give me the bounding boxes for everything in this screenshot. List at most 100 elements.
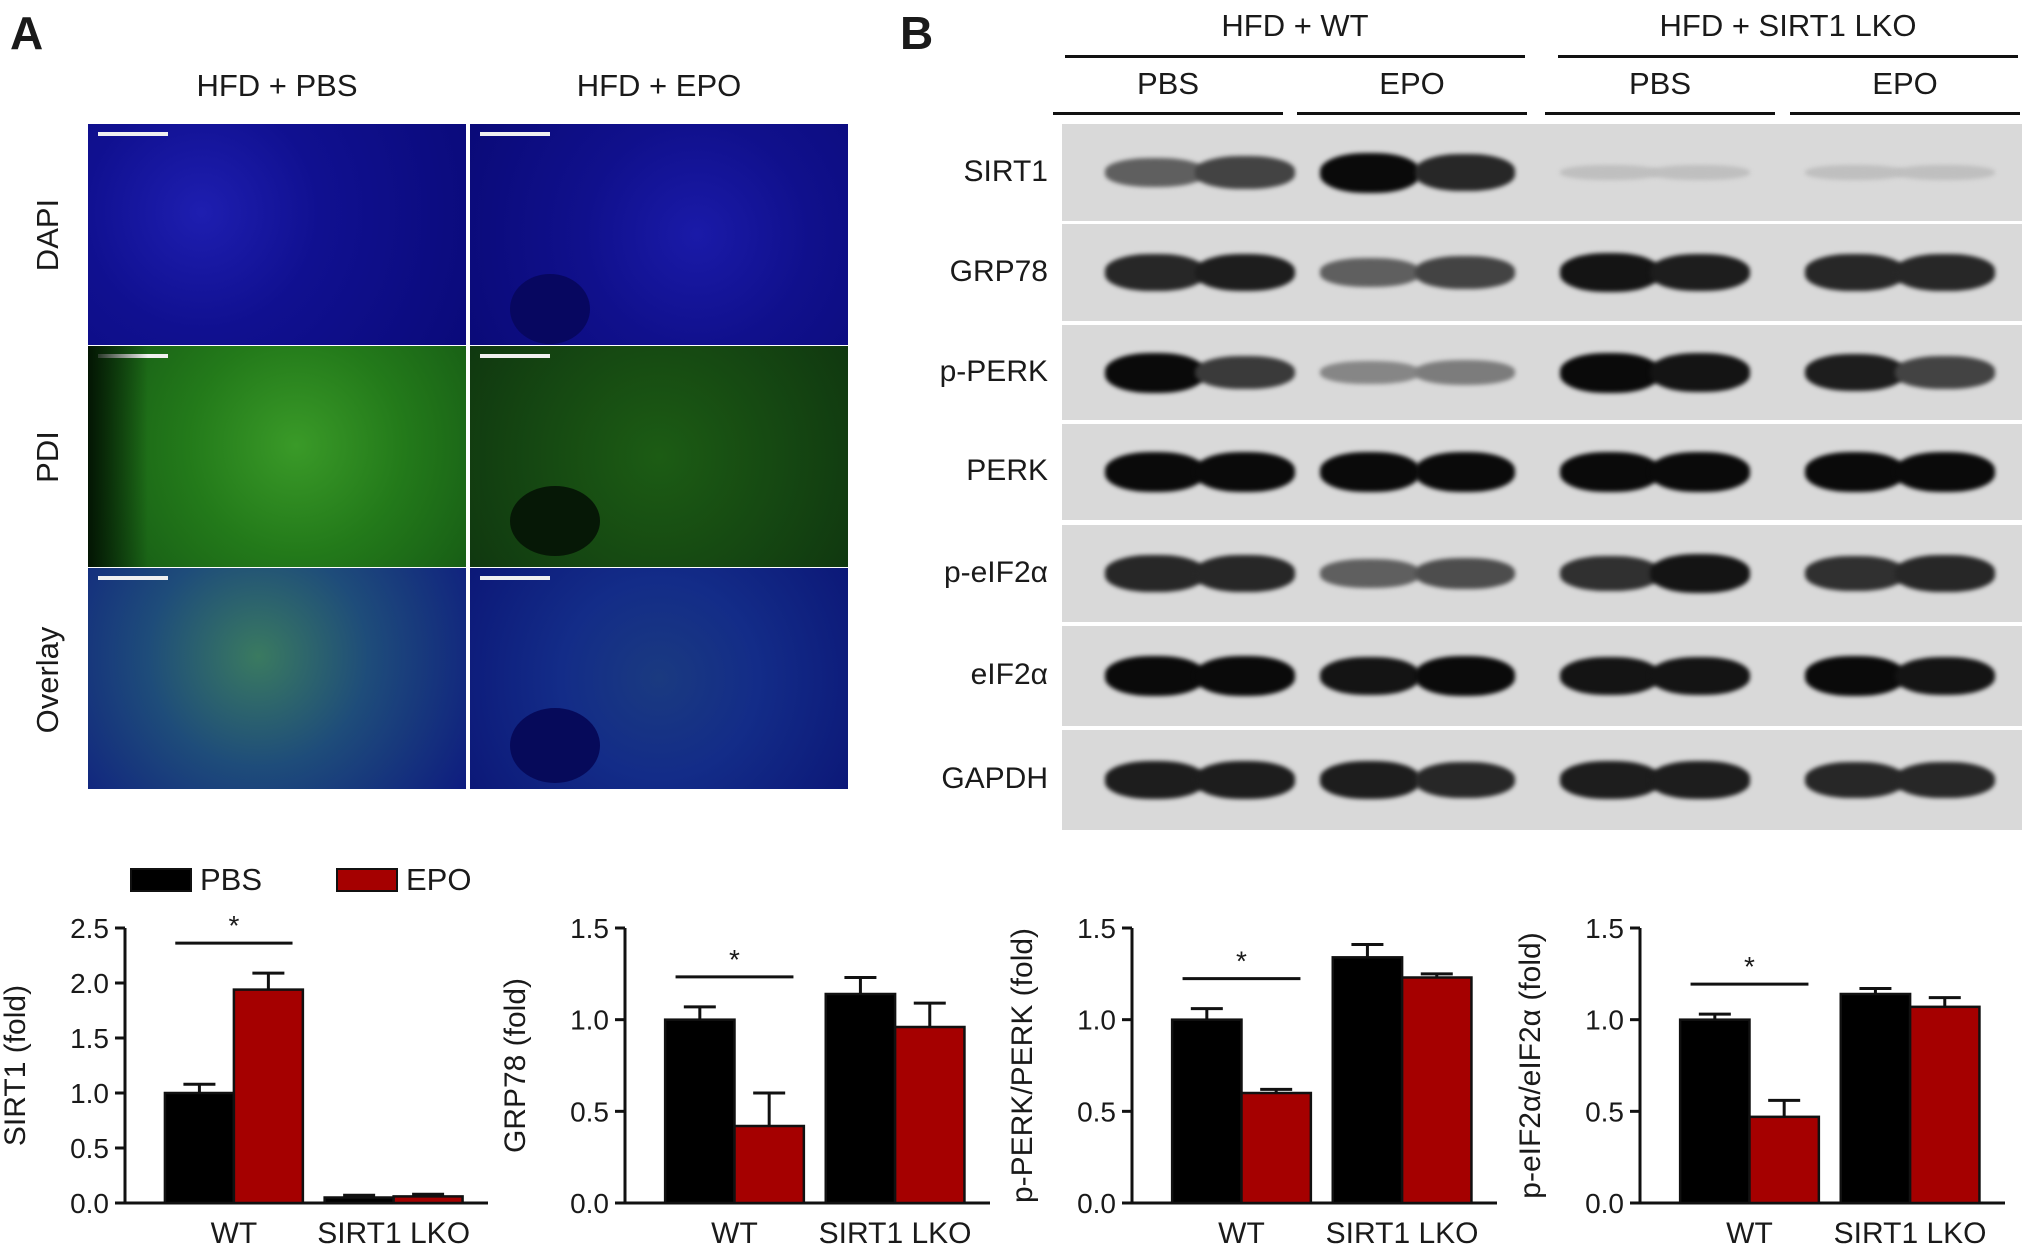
bar bbox=[663, 1018, 736, 1205]
bar bbox=[1240, 1091, 1313, 1205]
blot-band bbox=[1195, 656, 1295, 696]
dark-region bbox=[88, 346, 148, 567]
blot-band bbox=[1195, 355, 1295, 390]
subgroup-line-lko-pbs bbox=[1545, 112, 1775, 115]
blot-label: SIRT1 bbox=[963, 154, 1048, 188]
micrograph-pdi-epo bbox=[470, 346, 848, 567]
blot-band bbox=[1805, 254, 1905, 291]
blot-band bbox=[1415, 761, 1515, 799]
blot-label: p-eIF2α bbox=[943, 555, 1048, 589]
y-tick-label: 2.0 bbox=[70, 968, 109, 999]
blot-label: GAPDH bbox=[941, 762, 1048, 795]
blot-strip bbox=[1062, 626, 2022, 726]
group-label-lko: HFD + SIRT1 LKO bbox=[1659, 8, 1917, 43]
blot-band bbox=[1805, 556, 1905, 591]
blot-band bbox=[1320, 452, 1420, 492]
blot-band bbox=[1320, 152, 1420, 193]
row-label-overlay: Overlay bbox=[30, 626, 65, 734]
blot-band bbox=[1560, 452, 1660, 492]
blot-band bbox=[1105, 254, 1205, 291]
y-tick-label: 1.5 bbox=[70, 1023, 109, 1054]
blot-band bbox=[1320, 258, 1420, 287]
y-tick-label: 0.5 bbox=[570, 1096, 609, 1127]
y-tick-label: 1.0 bbox=[570, 1005, 609, 1036]
y-axis-label: p-eIF2α/eIF2α (fold) bbox=[1514, 932, 1547, 1198]
blot-band bbox=[1560, 164, 1660, 181]
y-tick-label: 1.0 bbox=[1585, 1005, 1624, 1036]
bar bbox=[1839, 992, 1912, 1205]
blot-band bbox=[1560, 656, 1660, 696]
blot-band bbox=[1805, 164, 1905, 181]
legend-swatch-pbs bbox=[130, 868, 192, 892]
blot-strip bbox=[1062, 325, 2022, 420]
row-label-dapi: DAPI bbox=[30, 198, 65, 272]
blot-band bbox=[1895, 555, 1995, 592]
y-tick-label: 0.5 bbox=[1077, 1096, 1116, 1127]
vessel-shadow bbox=[510, 274, 590, 344]
blot-band bbox=[1105, 761, 1205, 799]
blot-band bbox=[1650, 656, 1750, 696]
bar bbox=[323, 1196, 395, 1205]
bar bbox=[1748, 1115, 1821, 1205]
group-line-lko bbox=[1558, 55, 2018, 58]
blot-label: GRP78 bbox=[949, 254, 1048, 288]
blot-band bbox=[1415, 452, 1515, 492]
vessel-shadow bbox=[510, 486, 600, 556]
micrograph-overlay-pbs bbox=[88, 568, 466, 789]
y-tick-label: 0.5 bbox=[70, 1133, 109, 1164]
blot-band bbox=[1415, 558, 1515, 589]
blot-strip bbox=[1062, 224, 2022, 321]
legend-label-pbs: PBS bbox=[200, 862, 263, 897]
y-tick-label: 1.5 bbox=[1077, 913, 1116, 944]
column-header-pbs: HFD + PBS bbox=[196, 68, 358, 103]
scale-bar bbox=[98, 132, 168, 136]
significance-marker: * bbox=[729, 944, 740, 975]
blot-band bbox=[1105, 452, 1205, 492]
blot-band bbox=[1560, 556, 1660, 591]
blot-band bbox=[1195, 156, 1295, 189]
blot-band bbox=[1805, 353, 1905, 392]
y-tick-label: 0.0 bbox=[70, 1188, 109, 1219]
blot-band bbox=[1320, 360, 1420, 385]
y-tick-label: 2.5 bbox=[70, 913, 109, 944]
subgroup-label-wt-epo: EPO bbox=[1379, 66, 1445, 101]
blot-band bbox=[1105, 158, 1205, 187]
blot-band bbox=[1895, 656, 1995, 696]
blot-band bbox=[1805, 761, 1905, 799]
group-label-wt: HFD + WT bbox=[1221, 8, 1369, 43]
column-header-epo: HFD + EPO bbox=[576, 68, 742, 103]
legend-label-epo: EPO bbox=[406, 862, 472, 897]
blot-band bbox=[1895, 254, 1995, 291]
panel-a-letter: A bbox=[10, 7, 44, 59]
bar bbox=[733, 1124, 806, 1205]
blot-band bbox=[1650, 452, 1750, 492]
bar bbox=[1908, 1005, 1981, 1205]
blot-band bbox=[1320, 761, 1420, 799]
blot-band bbox=[1415, 360, 1515, 385]
x-tick-label: SIRT1 LKO bbox=[317, 1217, 470, 1250]
y-tick-label: 0.5 bbox=[1585, 1096, 1624, 1127]
subgroup-label-lko-epo: EPO bbox=[1872, 66, 1938, 101]
scale-bar bbox=[480, 354, 550, 358]
y-tick-label: 1.5 bbox=[570, 913, 609, 944]
blot-label: eIF2α bbox=[970, 658, 1048, 691]
x-tick-label: WT bbox=[1726, 1217, 1773, 1250]
x-tick-label: SIRT1 LKO bbox=[1326, 1217, 1479, 1250]
bar bbox=[1170, 1018, 1243, 1205]
blot-band bbox=[1560, 253, 1660, 292]
panel-b-letter: B bbox=[900, 7, 934, 59]
blot-strip bbox=[1062, 730, 2022, 830]
vessel-shadow bbox=[510, 708, 600, 783]
blot-band bbox=[1415, 154, 1515, 191]
blot-band bbox=[1560, 352, 1660, 393]
y-axis-label: p-PERK/PERK (fold) bbox=[1006, 928, 1039, 1203]
subgroup-line-wt-epo bbox=[1297, 112, 1527, 115]
bar bbox=[163, 1091, 236, 1205]
y-tick-label: 1.0 bbox=[1077, 1005, 1116, 1036]
scale-bar bbox=[480, 132, 550, 136]
blot-band bbox=[1895, 164, 1995, 181]
micrograph-overlay-epo bbox=[470, 568, 848, 789]
blot-band bbox=[1195, 555, 1295, 592]
bar bbox=[893, 1025, 966, 1205]
x-tick-label: SIRT1 LKO bbox=[1834, 1217, 1987, 1250]
